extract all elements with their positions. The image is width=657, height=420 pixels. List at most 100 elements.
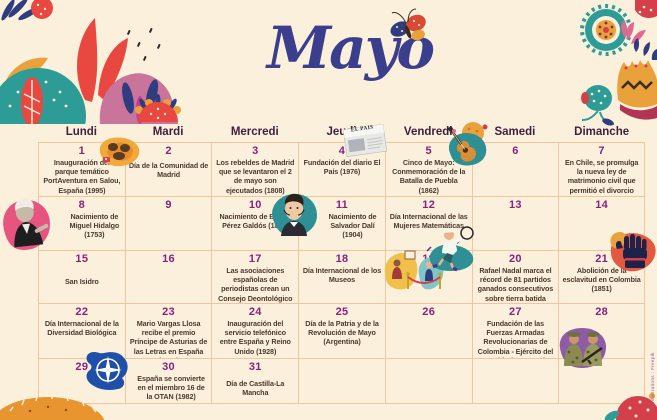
day-number: 24 [248,306,262,318]
calendar-cell-empty [471,358,559,404]
day-number: 21 [595,253,609,265]
weekday-header-lundi: Lundi [65,126,97,138]
weekday-header-dimanche: Dimanche [574,126,630,138]
day-number: 4 [338,145,346,157]
day-number: 5 [425,145,432,157]
calendar-cell-day-25: 25 Día de la Patria y de la Revolución de… [298,303,385,358]
day-number: 1 [78,145,86,157]
day-number: 13 [509,199,522,211]
day-number: 25 [335,306,349,318]
event-text: Nacimiento de Salvador Dalí (1904) [328,212,377,240]
calendar-cell-day-30: 30 España se convierte en el miembro 16 d… [124,358,212,404]
calendar-cell-day-17: 17 Las asociaciones españolas de periodis… [211,250,299,303]
calendar-grid: Lundi Mardi Mercredi Jeudi Vendredi Samedi Dim… [38,122,645,405]
event-text: Día de Castilla-La Mancha [226,379,285,398]
day-number: 12 [422,199,436,211]
miguel-hidalgo-portrait-icon [0,190,52,252]
day-number: 29 [75,361,89,373]
event-text: Día Internacional de los Museos [302,266,382,285]
event-text: Fundación del diario El País (1976) [303,158,381,177]
calendar-cell-day-21: 21 Abolición de la esclavitud en Colombia… [558,250,645,303]
event-text: Inauguración del parque temático PortAve… [43,158,121,195]
event-text: Día Internacional de las Mujeres Matemát… [389,212,468,231]
day-number: 26 [422,306,436,318]
event-text: Inauguración del servicio telefónico ent… [219,319,291,356]
day-number: 20 [509,253,522,265]
folk-flower-decoration [127,94,189,122]
calendar-cell-day-3: 3 Los rebeldes de Madrid que se levantaro… [211,142,299,196]
event-text: Día Internacional de la Diversidad Bioló… [44,319,119,338]
calendar-cell-day-1: 1 Inauguración del parque temático PortAv… [38,142,125,196]
calendar-cell-day-22: 22 Día Internacional de la Diversidad Bio… [38,303,125,358]
day-number: 27 [509,306,522,318]
guitar-icon [440,119,492,167]
calendar-cell-day-20: 20 Rafael Nadal marca el récord de 81 par… [471,250,559,303]
calendar-cell-day-23: 23 Mario Vargas Llosa recibe el premio Pr… [124,303,212,358]
day-number: 17 [248,253,262,265]
calendar-cell-day-16: 16 [124,250,212,303]
calendar-cell-day-26: 26 [384,303,472,358]
calendar-cell-day-12: 12 Día Internacional de las Mujeres Matem… [384,196,472,250]
calendar-cell-day-14: 14 [558,196,645,250]
day-number: 18 [335,253,349,265]
day-number: 22 [75,306,89,318]
el-pais-newspaper-icon: EL PAIS [340,121,390,159]
calendar-cell-day-24: 24 Inauguración del servicio telefónico e… [211,303,299,358]
calendar-cell-day-9: 9 [124,196,212,250]
weekday-header-samedi: Samedi [494,126,536,138]
day-number: 14 [595,199,609,211]
calendar-cell-day-10: 10 Nacimiento de Benito Pérez Galdós (184… [211,196,299,250]
day-number: 3 [252,145,259,157]
corner-bloom-decoration [600,388,657,420]
day-number: 6 [512,145,519,157]
day-number: 10 [248,199,262,211]
calendar-cell-day-5: 5 Cinco de Mayo: Conmemoración de la Bata… [384,142,472,196]
calendar-cell-day-18: 18 Día Internacional de los Museos [298,250,385,303]
day-number: 8 [78,199,86,211]
calendar-cell-empty [298,358,385,404]
vertical-credit: © Illustrations : Freepik [650,352,655,410]
event-text: Los rebeldes de Madrid que se levantaron… [216,158,295,195]
month-title: Mayo [266,14,435,82]
calendar-cell-day-31: 31 Día de Castilla-La Mancha [211,358,299,404]
event-text: Nacimiento de Miguel Hidalgo (1753) [69,212,120,240]
nato-star-icon [82,350,132,392]
weekday-header-vendredi: Vendredi [403,126,453,138]
calendar-cell-day-13: 13 [471,196,559,250]
event-text: Nacimiento de Benito Pérez Galdós (1843) [219,212,292,231]
event-text: Mario Vargas Llosa recibe el premio Prín… [129,319,208,358]
weekday-header-mardi: Mardi [152,126,184,138]
calendar-cell-day-6: 6 [471,142,559,196]
day-number: 11 [335,199,349,211]
event-text: España se convierte en el miembro 16 de … [137,374,205,402]
calendar-cell-day-15: 15 San Isidro [38,250,125,303]
day-number: 9 [165,199,172,211]
event-text: Fundación de las Fuerzas Armadas Revoluc… [477,319,554,358]
day-number: 28 [595,306,609,318]
tapas-dish-icon [95,135,141,167]
event-text: Las asociaciones españolas de periodista… [218,266,293,303]
day-number: 15 [75,253,89,265]
raised-fist-icon [604,228,657,276]
salvador-dali-portrait-icon [267,189,321,239]
calendar-cell-day-7: 7 En Chile, se promulga la nueva ley de m… [558,142,645,196]
event-text: Cinco de Mayo: Conmemoración de la Batal… [392,158,466,195]
event-text: En Chile, se promulga la nueva ley de ma… [564,158,639,196]
folk-corner-flowers-decoration [578,0,657,128]
day-number: 31 [248,361,262,373]
soldiers-icon [552,320,612,370]
event-text: Rafael Nadal marca el récord de 81 parti… [477,266,554,303]
half-sun-decoration [0,393,118,420]
event-text: San Isidro [64,277,99,286]
day-number: 30 [162,361,175,373]
day-number: 23 [162,306,175,318]
calendar-cell-empty [384,358,472,404]
day-number: 16 [162,253,175,265]
event-text: Día de la Patria y de la Revolución de M… [305,319,379,347]
calendar-cell-day-2: 2 Día de la Comunidad de Madrid [124,142,212,196]
day-number: 7 [598,145,605,157]
calendar-cell-day-27: 27 Fundación de las Fuerzas Armadas Revol… [471,303,559,358]
butterfly-icon [386,5,430,49]
tennis-player-icon [423,223,481,273]
